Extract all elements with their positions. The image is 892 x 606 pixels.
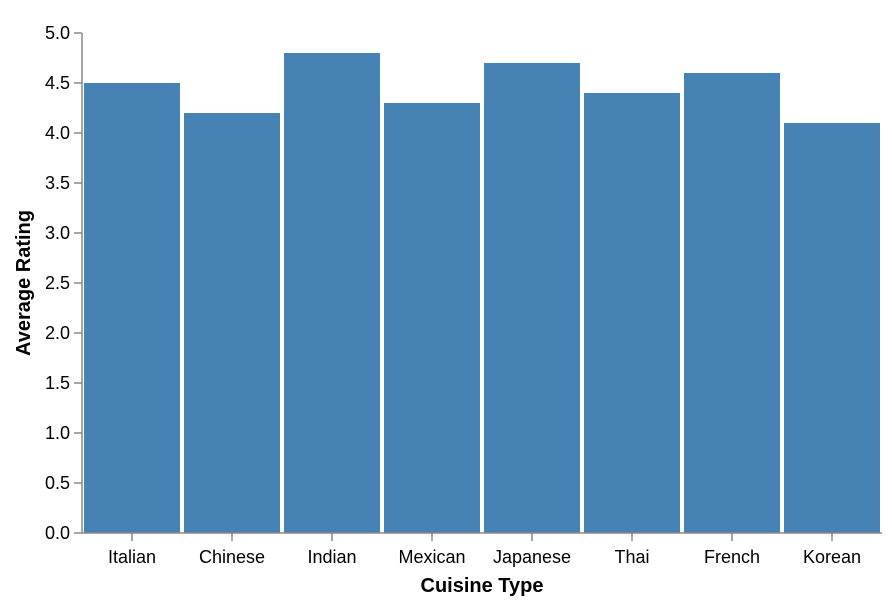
y-axis-title: Average Rating [13,210,35,356]
bar-italian [84,83,180,533]
bar-indian [284,53,380,533]
x-tick-label: Mexican [398,547,465,567]
bar-mexican [384,103,480,533]
y-tick-label: 0.0 [45,523,70,543]
y-tick-label: 4.5 [45,73,70,93]
bar-thai [584,93,680,533]
y-tick-label: 2.0 [45,323,70,343]
x-tick-label: Thai [614,547,649,567]
x-tick-label: Korean [803,547,861,567]
y-tick-label: 3.5 [45,173,70,193]
x-axis: Italian Chinese Indian Mexican Japanese Thai F… [82,532,882,567]
x-tick-label: Italian [108,547,156,567]
y-tick-label: 5.0 [45,23,70,43]
bar-korean [784,123,880,533]
y-tick-label: 1.0 [45,423,70,443]
bar-chinese [184,113,280,533]
x-tick-label: Japanese [493,547,571,567]
y-tick-label: 2.5 [45,273,70,293]
x-tick-label: French [704,547,760,567]
bar-japanese [484,63,580,533]
bar-french [684,73,780,533]
y-axis: 0.0 0.5 1.0 1.5 2.0 2.5 3.0 3.5 4.0 4.5 5.0 [45,23,83,543]
y-tick-label: 0.5 [45,473,70,493]
y-tick-label: 4.0 [45,123,70,143]
y-tick-label: 1.5 [45,373,70,393]
x-tick-label: Indian [307,547,356,567]
bars-group [84,53,880,533]
x-axis-title: Cuisine Type [421,575,544,597]
x-tick-label: Chinese [199,547,265,567]
y-tick-label: 3.0 [45,223,70,243]
